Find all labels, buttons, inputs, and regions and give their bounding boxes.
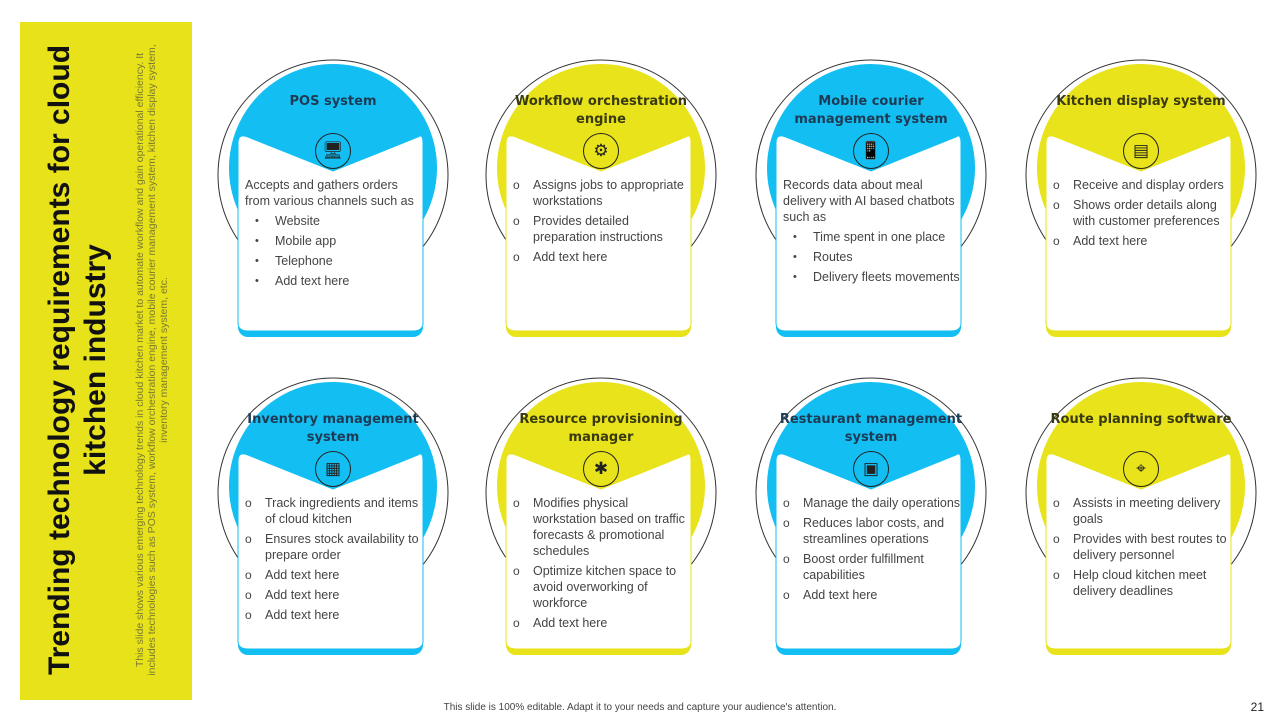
list-item: Shows order details along with customer … [1053, 197, 1233, 229]
list-item: Modifies physical workstation based on t… [513, 495, 693, 559]
card-body: Manage the daily operations Reduces labor… [783, 495, 963, 607]
list-item: Add text here [245, 607, 425, 623]
card-title: Kitchen display system [1056, 94, 1226, 109]
card-body: Receive and display orders Shows order de… [1053, 177, 1233, 253]
list-item: Add text here [1053, 233, 1233, 249]
card-list: Assigns jobs to appropriate workstations… [513, 177, 693, 265]
card-body: Records data about meal delivery with AI… [783, 177, 963, 289]
list-item: Mobile app [245, 233, 425, 249]
card-title: Mobile courier management system [794, 94, 948, 127]
slide-title-wrap: Trending technology requirements for clo… [42, 30, 114, 690]
tech-card: Mobile courier management system 📱 Recor… [751, 55, 991, 345]
card-list: Receive and display orders Shows order de… [1053, 177, 1233, 249]
tech-card: Route planning software ⌖ Assists in mee… [1021, 373, 1261, 663]
list-item: Provides detailed preparation instructio… [513, 213, 693, 245]
list-item: Add text here [245, 587, 425, 603]
list-item: Ensures stock availability to prepare or… [245, 531, 425, 563]
card-list: Time spent in one place Routes Delivery fl… [783, 229, 963, 285]
mobile-delivery-icon: 📱 [853, 133, 889, 169]
list-item: Help cloud kitchen meet delivery deadlin… [1053, 567, 1233, 599]
card-title: Workflow orchestration engine [514, 94, 688, 127]
card-title: POS system [289, 94, 377, 109]
page-number: 21 [1250, 700, 1264, 714]
list-item: Reduces labor costs, and streamlines ope… [783, 515, 963, 547]
card-body: Assigns jobs to appropriate workstations… [513, 177, 693, 269]
list-item: Receive and display orders [1053, 177, 1233, 193]
list-item: Assigns jobs to appropriate workstations [513, 177, 693, 209]
list-item: Track ingredients and items of cloud kit… [245, 495, 425, 527]
list-item: Add text here [245, 567, 425, 583]
list-item: Provides with best routes to delivery pe… [1053, 531, 1233, 563]
card-title: Inventory management system [247, 412, 419, 445]
card-list: Website Mobile app Telephone Add text here [245, 213, 425, 289]
display-board-icon: ▤ [1123, 133, 1159, 169]
list-item: Assists in meeting delivery goals [1053, 495, 1233, 527]
list-item: Delivery fleets movements [783, 269, 963, 285]
card-list: Assists in meeting delivery goals Provide… [1053, 495, 1233, 599]
tech-card: Restaurant management system ▣ Manage th… [751, 373, 991, 663]
list-item: Website [245, 213, 425, 229]
card-list: Modifies physical workstation based on t… [513, 495, 693, 631]
list-item: Telephone [245, 253, 425, 269]
list-item: Add text here [783, 587, 963, 603]
card-title: Resource provisioning manager [519, 412, 683, 445]
card-title: Route planning software [1050, 412, 1232, 427]
card-intro: Records data about meal delivery with AI… [783, 178, 955, 224]
resource-network-icon: ✱ [583, 451, 619, 487]
card-body: Accepts and gathers orders from various … [245, 177, 425, 293]
card-body: Modifies physical workstation based on t… [513, 495, 693, 635]
card-list: Manage the daily operations Reduces labor… [783, 495, 963, 603]
list-item: Optimize kitchen space to avoid overwork… [513, 563, 693, 611]
pos-terminal-icon: 🖥 [315, 133, 351, 169]
card-body: Track ingredients and items of cloud kit… [245, 495, 425, 627]
inventory-boxes-icon: ▦ [315, 451, 351, 487]
tech-card: Kitchen display system ▤ Receive and dis… [1021, 55, 1261, 345]
sidebar [20, 22, 192, 700]
footer-note: This slide is 100% editable. Adapt it to… [443, 702, 837, 713]
list-item: Routes [783, 249, 963, 265]
list-item: Add text here [513, 615, 693, 631]
card-body: Assists in meeting delivery goals Provide… [1053, 495, 1233, 603]
card-intro: Accepts and gathers orders from various … [245, 178, 414, 208]
list-item: Time spent in one place [783, 229, 963, 245]
slide-title: Trending technology requirements for clo… [43, 44, 112, 676]
tech-card: Inventory management system ▦ Track ingr… [213, 373, 453, 663]
card-title: Restaurant management system [779, 412, 963, 445]
tech-card: Workflow orchestration engine ⚙ Assigns … [481, 55, 721, 345]
restaurant-calendar-icon: ▣ [853, 451, 889, 487]
list-item: Manage the daily operations [783, 495, 963, 511]
tech-card: Resource provisioning manager ✱ Modifies… [481, 373, 721, 663]
route-map-icon: ⌖ [1123, 451, 1159, 487]
card-list: Track ingredients and items of cloud kit… [245, 495, 425, 623]
list-item: Add text here [245, 273, 425, 289]
tech-card: POS system 🖥 Accepts and gathers orders … [213, 55, 453, 345]
list-item: Boost order fulfillment capabilities [783, 551, 963, 583]
workflow-gear-icon: ⚙ [583, 133, 619, 169]
slide-description: This slide shows various emerging techno… [134, 44, 170, 676]
list-item: Add text here [513, 249, 693, 265]
